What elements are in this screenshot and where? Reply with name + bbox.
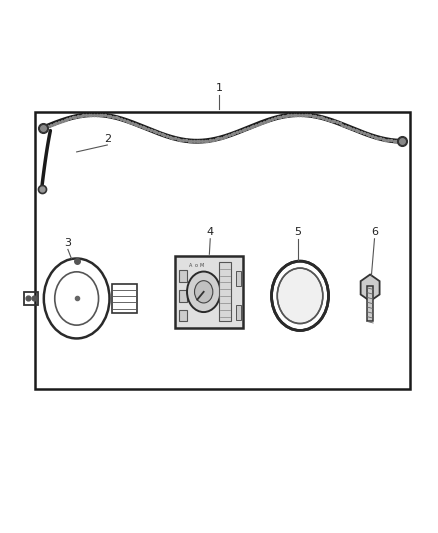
Circle shape [274,264,326,328]
Bar [236,271,241,286]
Text: 6: 6 [371,227,378,237]
Bar [35,112,410,389]
Bar [175,256,243,328]
Text: 3: 3 [64,238,71,248]
Bar [179,270,187,282]
Text: A: A [189,263,192,268]
Circle shape [194,281,213,303]
Circle shape [187,271,220,312]
Bar [112,284,137,313]
Text: 5: 5 [294,227,301,237]
Text: 1: 1 [215,83,223,93]
Polygon shape [360,274,380,301]
Circle shape [277,268,323,324]
Text: 2: 2 [104,134,111,144]
Bar [219,262,231,321]
Bar [24,292,38,305]
Bar [179,310,187,321]
Text: M: M [200,263,204,268]
Text: 4: 4 [207,227,214,237]
Bar [236,305,241,320]
Text: o: o [195,263,198,268]
Bar [367,286,373,321]
Bar [179,290,187,302]
